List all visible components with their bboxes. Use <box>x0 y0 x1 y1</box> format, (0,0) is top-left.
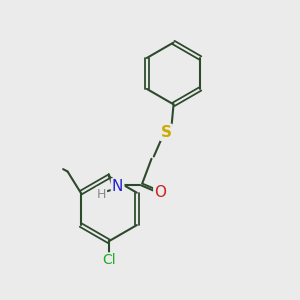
Text: S: S <box>161 125 172 140</box>
Text: H: H <box>97 188 106 201</box>
Text: Cl: Cl <box>102 254 116 267</box>
Text: O: O <box>154 185 166 200</box>
Text: N: N <box>112 179 123 194</box>
